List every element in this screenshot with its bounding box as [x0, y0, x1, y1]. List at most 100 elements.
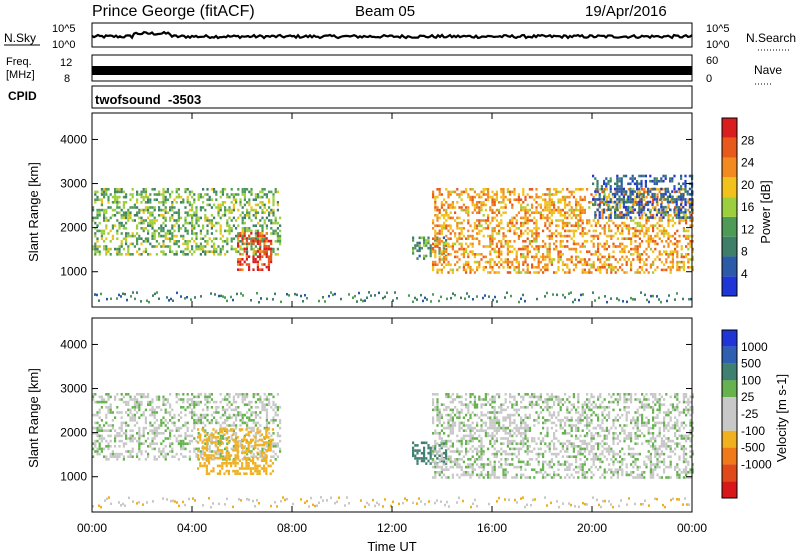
data-cell	[100, 400, 103, 404]
data-cell	[412, 451, 415, 455]
data-cell	[495, 271, 498, 274]
data-cell	[268, 201, 271, 204]
data-cell	[669, 266, 672, 269]
data-cell	[193, 400, 196, 404]
data-cell	[443, 250, 446, 253]
data-cell	[186, 421, 189, 425]
data-cell	[232, 208, 235, 212]
data-cell	[493, 216, 496, 220]
data-cell	[144, 206, 147, 209]
data-cell	[465, 406, 468, 409]
data-cell	[259, 190, 262, 194]
data-cell	[429, 446, 432, 450]
data-cell	[173, 240, 176, 243]
data-cell	[434, 206, 437, 209]
data-cell	[138, 234, 141, 238]
data-cell	[202, 201, 205, 204]
data-cell	[169, 250, 172, 253]
data-cell	[640, 198, 643, 201]
data-cell	[494, 295, 496, 299]
data-cell	[169, 411, 172, 414]
data-cell	[243, 250, 246, 253]
data-cell	[480, 203, 483, 207]
data-cell	[261, 237, 264, 240]
data-cell	[607, 205, 610, 209]
data-cell	[491, 227, 494, 230]
data-cell	[680, 192, 683, 196]
data-cell	[434, 450, 437, 453]
data-cell	[248, 198, 251, 201]
data-cell	[438, 413, 441, 417]
data-cell	[473, 260, 476, 264]
data-cell	[221, 408, 224, 412]
data-cell	[162, 221, 165, 225]
data-cell	[250, 229, 253, 233]
data-cell	[579, 195, 582, 199]
data-cell	[438, 408, 441, 412]
data-cell	[476, 403, 479, 406]
data-cell	[526, 216, 529, 220]
data-cell	[162, 395, 165, 399]
data-cell	[228, 406, 231, 409]
data-cell	[202, 416, 205, 419]
data-cell	[118, 245, 121, 248]
data-cell	[96, 214, 99, 217]
data-cell	[256, 472, 259, 475]
data-cell	[103, 229, 106, 233]
data-cell	[118, 293, 120, 297]
data-cell	[447, 214, 450, 217]
data-cell	[605, 177, 608, 180]
data-cell	[120, 424, 123, 427]
data-cell	[623, 258, 626, 261]
data-cell	[184, 253, 187, 256]
data-cell	[460, 247, 463, 251]
data-cell	[588, 201, 591, 204]
data-cell	[218, 294, 220, 298]
colorbar-swatch	[722, 137, 737, 158]
data-cell	[471, 463, 474, 466]
data-cell	[414, 444, 417, 447]
data-cell	[94, 450, 97, 453]
data-cell	[232, 203, 235, 207]
data-cell	[557, 206, 560, 209]
data-cell	[243, 232, 246, 235]
data-cell	[458, 216, 461, 220]
data-cell	[651, 192, 654, 196]
data-cell	[111, 426, 114, 430]
data-cell	[621, 227, 624, 230]
data-cell	[210, 398, 213, 401]
data-cell	[603, 242, 606, 246]
date-label: 19/Apr/2016	[585, 3, 667, 20]
data-cell	[647, 216, 650, 219]
data-cell	[456, 268, 459, 272]
data-cell	[667, 253, 670, 256]
data-cell	[239, 424, 242, 427]
data-cell	[649, 179, 652, 183]
data-cell	[171, 234, 174, 238]
data-cell	[197, 224, 200, 227]
data-cell	[147, 437, 150, 440]
data-cell	[667, 255, 670, 259]
data-cell	[184, 216, 187, 220]
data-cell	[131, 419, 134, 422]
data-cell	[636, 253, 639, 256]
data-cell	[620, 185, 623, 188]
data-cell	[586, 271, 589, 274]
data-cell	[136, 421, 139, 425]
data-cell	[219, 469, 222, 473]
data-cell	[279, 234, 282, 238]
data-cell	[520, 221, 523, 225]
data-cell	[458, 424, 461, 427]
data-cell	[691, 234, 694, 238]
data-cell	[100, 395, 103, 399]
data-cell	[276, 424, 279, 427]
data-cell	[125, 214, 128, 217]
data-cell	[175, 221, 178, 225]
data-cell	[241, 451, 244, 455]
data-cell	[616, 208, 619, 212]
data-cell	[248, 268, 251, 271]
data-cell	[221, 455, 224, 458]
data-cell	[511, 245, 514, 248]
data-cell	[116, 229, 119, 233]
data-cell	[214, 293, 216, 296]
